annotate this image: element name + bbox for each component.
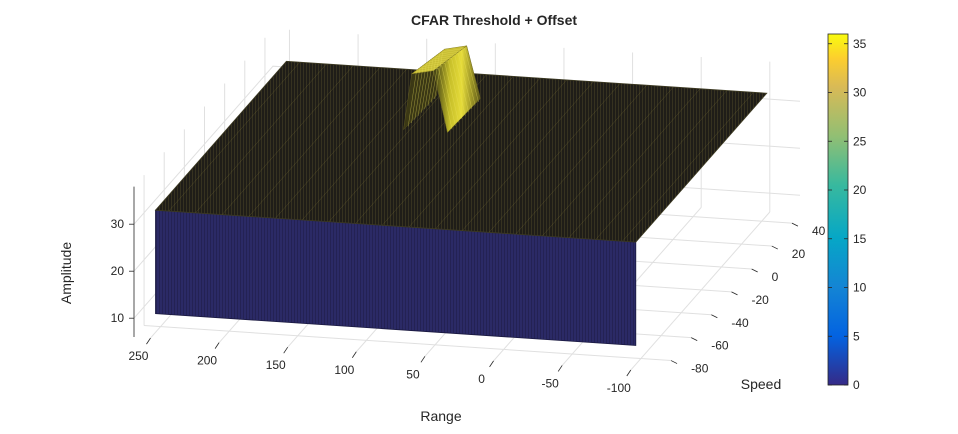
chart-title: CFAR Threshold + Offset — [411, 12, 577, 28]
surface-ridge — [488, 83, 621, 233]
surface-ridge — [462, 81, 594, 231]
peak-mesh-line — [421, 58, 466, 116]
x-tick-mark — [351, 351, 357, 358]
y-tick-mark — [791, 222, 799, 227]
x-tick-label: 0 — [478, 372, 485, 386]
surface-ridge — [595, 90, 727, 240]
peak-mesh-line — [434, 48, 479, 103]
surface-ridge — [382, 76, 514, 226]
surface-ridge — [195, 63, 327, 213]
y-tick-label: -80 — [691, 362, 709, 376]
surface-ridge — [248, 67, 380, 217]
peak-front-slope — [433, 45, 481, 134]
surface-ridge — [622, 92, 754, 242]
peak-mesh-line — [431, 50, 476, 106]
surface-ridge — [568, 88, 701, 238]
z-tick-label: 30 — [111, 217, 125, 231]
colorbar: 0 5 10 15 20 25 30 35 — [827, 33, 867, 392]
x-axis-ticks: 250 200 150 100 50 0 -50 -100 — [128, 337, 632, 395]
surface-ridge — [168, 62, 300, 212]
colorbar-tick-label: 5 — [853, 329, 860, 343]
x-tick-mark — [283, 346, 289, 354]
x-tick-label: 100 — [334, 363, 354, 377]
y-tick-mark — [771, 245, 778, 250]
surface-top — [154, 60, 768, 243]
y-tick-mark — [691, 337, 698, 342]
x-tick-label: 250 — [128, 349, 148, 363]
y-tick-label: 20 — [792, 247, 806, 261]
surface-ridge — [328, 72, 461, 222]
surface-ridge — [222, 65, 354, 215]
x-tick-label: 200 — [197, 354, 217, 368]
peak-mesh-line — [411, 65, 456, 126]
x-tick-label: 50 — [406, 367, 420, 381]
colorbar-tick-label: 25 — [853, 134, 867, 148]
peak-mesh-line — [417, 60, 463, 120]
floor-grid-speed — [144, 325, 672, 362]
y-tick-label: 0 — [772, 270, 779, 284]
y-tick-label: 40 — [812, 224, 826, 238]
y-tick-mark — [670, 360, 678, 364]
y-axis-label: Speed — [741, 376, 781, 392]
surface-ridge — [542, 86, 674, 236]
surface-ridge — [515, 85, 647, 235]
peak-mesh-line — [427, 53, 473, 109]
colorbar-tick-label: 10 — [853, 281, 867, 295]
colorbar-scale — [827, 33, 849, 386]
z-tick-label: 20 — [111, 264, 125, 278]
surface-ridge — [408, 78, 541, 228]
y-tick-mark — [731, 291, 738, 296]
x-axis-label: Range — [420, 408, 461, 424]
x-tick-mark — [626, 369, 632, 377]
colorbar-tick-label: 30 — [853, 86, 867, 100]
x-tick-mark — [146, 337, 151, 345]
y-tick-label: -60 — [711, 339, 729, 353]
y-tick-label: -20 — [752, 293, 770, 307]
surface-ridge — [435, 79, 567, 229]
z-axis-ticks: 10 20 30 — [111, 186, 135, 337]
surface-ridge — [275, 69, 407, 219]
y-tick-label: -40 — [731, 316, 749, 330]
x-tick-label: -50 — [542, 376, 560, 390]
x-tick-mark — [420, 356, 426, 363]
z-axis-label: Amplitude — [58, 242, 74, 304]
colorbar-tick-label: 0 — [853, 378, 860, 392]
floor-grid-range — [630, 211, 771, 371]
colorbar-tick-label: 20 — [853, 183, 867, 197]
x-tick-mark — [557, 365, 563, 372]
y-tick-mark — [711, 314, 718, 319]
y-axis-ticks: -80-60-40-200 20 40 — [670, 222, 826, 376]
x-tick-mark — [489, 360, 494, 368]
surface-plot — [154, 45, 768, 346]
colorbar-ticks: 0 5 10 15 20 25 30 35 — [828, 37, 867, 392]
colorbar-tick-label: 15 — [853, 232, 867, 246]
peak-mesh-line — [424, 55, 469, 113]
y-tick-mark — [751, 268, 758, 273]
x-tick-mark — [214, 342, 220, 349]
z-tick-label: 10 — [111, 311, 125, 325]
x-tick-label: -100 — [607, 381, 631, 395]
peak-mesh-line — [408, 67, 453, 130]
peak-mesh-line — [414, 63, 459, 123]
x-tick-label: 150 — [266, 358, 286, 372]
colorbar-tick-label: 35 — [853, 37, 867, 51]
